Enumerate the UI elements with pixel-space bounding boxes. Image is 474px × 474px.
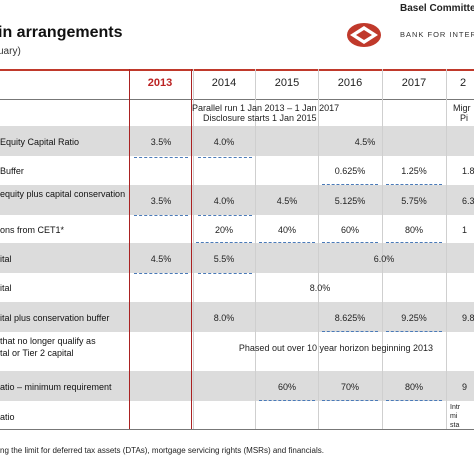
dashed-rule [198,215,252,216]
row-label: tal or Tier 2 capital [0,348,74,358]
column-divider [382,69,383,429]
dashed-rule [259,400,315,401]
header-top-rule [0,69,474,71]
row-label: atio [0,412,15,422]
cell-2017: 80% [404,382,423,392]
row-label: atio – minimum requirement [0,382,112,392]
column-divider [193,69,194,429]
cell-2018: mi [450,413,458,420]
row-shade [0,185,474,215]
dashed-rule [198,273,252,274]
cell-2014: 20% [214,225,233,235]
cell-2014: 4.0% [213,137,235,147]
row-shade [0,371,474,401]
page-title: in arrangements [0,24,123,41]
cell-2013: 3.5% [150,196,172,206]
row-shade [0,126,474,156]
row-label: ons from CET1* [0,225,65,235]
row-shade [0,243,474,273]
dashed-rule [322,331,378,332]
migration-note: Migr [453,103,471,113]
cell-span: Phased out over 10 year horizon beginnin… [238,343,434,353]
dashed-rule [198,157,252,158]
brand-name: Basel Committee [400,3,474,14]
row-label: ital [0,283,12,293]
cell-2018: sta [450,422,460,429]
dashed-rule [134,273,188,274]
dashed-rule [259,242,315,243]
cell-2016: 70% [340,382,359,392]
highlight-col-right [191,69,192,429]
year-2015: 2015 [274,77,300,89]
row-label: Equity Capital Ratio [0,137,80,147]
cell-2018: 9.8 [462,313,474,323]
dashed-rule [386,184,442,185]
cell-2015: 40% [277,225,296,235]
dashed-rule [386,331,442,332]
page-subtitle: uary) [0,46,21,57]
cell-2017: 80% [404,225,423,235]
cell-2015: 4.5% [276,196,298,206]
dashed-rule [322,184,378,185]
dashed-rule [386,242,442,243]
year-2018: 2 [460,77,467,89]
column-divider [446,69,447,429]
row-label: ital [0,254,12,264]
highlight-col-left [129,69,130,429]
cell-2016: 60% [340,225,359,235]
column-divider [318,69,319,429]
dashed-rule [196,242,252,243]
cell-2014: 5.5% [213,254,235,264]
column-divider [255,69,256,429]
cell-span: 6.0% [373,254,395,264]
row-label: ital plus conservation buffer [0,313,110,323]
row-label: equity plus capital conservation [0,189,126,199]
year-2014: 2014 [211,77,237,89]
year-2017: 2017 [401,77,427,89]
cell-2017: 1.25% [401,166,427,176]
cell-2018: Intr [450,404,461,411]
cell-2018: 6.3 [462,196,474,206]
cell-2013: 4.5% [150,254,172,264]
table-bottom-rule [0,429,474,430]
cell-2014: 4.0% [213,196,235,206]
row-label: that no longer qualify as [0,336,96,346]
cell-2016: 8.625% [334,313,366,323]
dashed-rule [322,400,378,401]
cell-2016: 5.125% [334,196,366,206]
disclosure-note: Disclosure starts 1 Jan 2015 [203,113,317,123]
header-bottom-rule [0,99,474,100]
cell-2018: 9 [462,382,468,392]
cell-2015: 60% [277,382,296,392]
cell-2014: 8.0% [213,313,235,323]
bis-logo-icon [347,23,381,47]
cell-span: 4.5% [354,137,376,147]
dashed-rule [134,215,188,216]
row-shade [0,302,474,332]
parallel-run-note: Parallel run 1 Jan 2013 – 1 Jan 2017 [192,103,340,113]
migration-note-2: Pi [460,113,469,123]
cell-2016: 0.625% [334,166,366,176]
cell-2017: 9.25% [401,313,427,323]
cell-span: 8.0% [309,283,331,293]
cell-2017: 5.75% [401,196,427,206]
cell-2018: 1.8 [462,166,474,176]
year-2016: 2016 [337,77,363,89]
row-label: Buffer [0,166,24,176]
dashed-rule [322,242,378,243]
footnote: ng the limit for deferred tax assets (DT… [0,446,324,455]
brand-subname: BANK FOR INTERN [400,30,474,39]
dashed-rule [134,157,188,158]
cell-2018: 1 [462,225,468,235]
dashed-rule [386,400,442,401]
year-2013: 2013 [147,77,173,89]
cell-2013: 3.5% [150,137,172,147]
